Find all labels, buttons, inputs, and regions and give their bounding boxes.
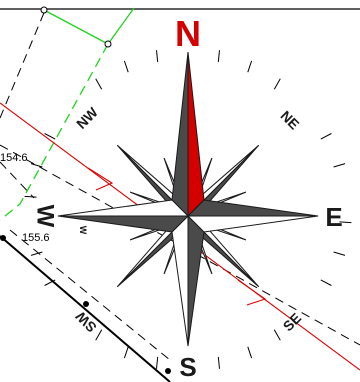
compass-label-south: S xyxy=(179,352,196,382)
survey-linework: 154.6 155.6 xyxy=(0,6,360,382)
compass-label-west: W xyxy=(32,205,59,228)
north-point-left xyxy=(171,51,189,218)
red-arrow-upper xyxy=(87,167,114,191)
survey-point xyxy=(0,235,6,241)
compass-intercardinal-points xyxy=(116,144,260,288)
black-road-edge xyxy=(0,235,171,382)
boundary-vertex xyxy=(40,6,48,14)
dimension-label-155-6: 155.6 xyxy=(22,232,50,244)
compass-label-southwest: SW xyxy=(72,308,100,336)
boundary-vertex xyxy=(104,40,112,48)
green-lot-boundary-dashed xyxy=(0,43,109,221)
compass-star xyxy=(57,51,319,347)
green-lot-boundary xyxy=(43,7,135,45)
dashed-line-lower xyxy=(0,144,360,346)
compass-tick-ring xyxy=(24,50,352,369)
survey-point xyxy=(165,368,171,374)
compass-inner-west-letter: W xyxy=(78,226,88,235)
red-arrow-lower xyxy=(237,279,267,306)
dashed-line-bottom xyxy=(9,229,171,361)
compass-cardinal-points xyxy=(57,51,319,347)
compass-label-north: N xyxy=(175,13,201,54)
dashed-line-upper xyxy=(0,7,47,119)
compass-label-northeast: NE xyxy=(277,107,302,132)
compass-label-northwest: NW xyxy=(73,104,101,132)
survey-point xyxy=(83,301,89,307)
north-point-right xyxy=(187,51,205,218)
dashed-line-short xyxy=(0,161,35,199)
dimension-label-154-6: 154.6 xyxy=(0,152,28,164)
compass-label-east: E xyxy=(325,202,342,232)
